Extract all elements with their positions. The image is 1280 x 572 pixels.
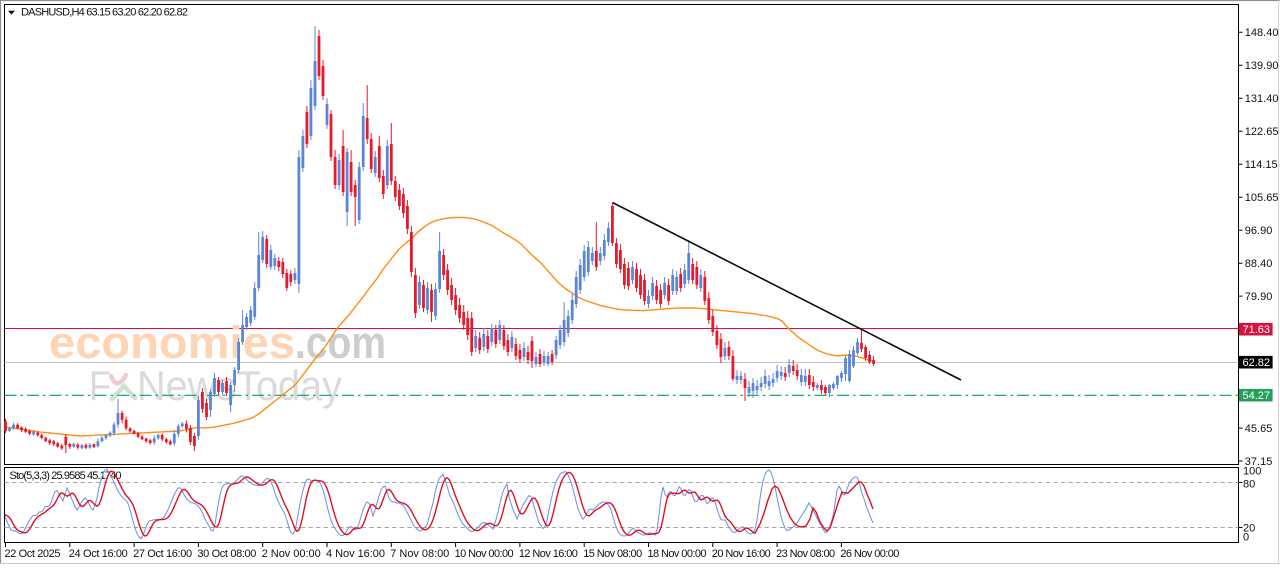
svg-text:15 Nov 08:00: 15 Nov 08:00 xyxy=(583,548,642,560)
svg-text:7 Nov 08:00: 7 Nov 08:00 xyxy=(390,548,449,560)
svg-text:80: 80 xyxy=(1243,478,1255,490)
svg-text:71.63: 71.63 xyxy=(1243,324,1271,336)
svg-text:12 Nov 16:00: 12 Nov 16:00 xyxy=(519,548,578,560)
svg-text:20 Nov 16:00: 20 Nov 16:00 xyxy=(712,548,771,560)
svg-text:37.15: 37.15 xyxy=(1245,456,1273,468)
svg-text:10 Nov 00:00: 10 Nov 00:00 xyxy=(455,548,514,560)
svg-text:DASHUSD,H4 63.15 63.20 62.20: DASHUSD,H4 63.15 63.20 62.20 62.82 xyxy=(21,6,188,18)
svg-text:2 Nov 00:00: 2 Nov 00:00 xyxy=(262,548,321,560)
svg-text:20: 20 xyxy=(1243,523,1255,535)
svg-text:45.65: 45.65 xyxy=(1245,423,1273,435)
svg-text:139.90: 139.90 xyxy=(1245,60,1279,72)
svg-text:24 Oct 16:00: 24 Oct 16:00 xyxy=(69,548,128,560)
svg-text:F: F xyxy=(89,362,111,409)
svg-text:26 Nov 00:00: 26 Nov 00:00 xyxy=(840,548,899,560)
svg-text:27 Oct 16:00: 27 Oct 16:00 xyxy=(133,548,192,560)
svg-text:88.40: 88.40 xyxy=(1245,258,1273,270)
svg-text:131.40: 131.40 xyxy=(1245,93,1279,105)
svg-text:4 Nov 16:00: 4 Nov 16:00 xyxy=(326,548,385,560)
svg-text:148.40: 148.40 xyxy=(1245,27,1279,39)
svg-text:economies: economies xyxy=(49,317,295,368)
svg-text:100: 100 xyxy=(1243,466,1261,478)
svg-text:122.65: 122.65 xyxy=(1245,126,1279,138)
svg-text:23 Nov 08:00: 23 Nov 08:00 xyxy=(776,548,835,560)
svg-text:114.15: 114.15 xyxy=(1245,159,1278,171)
svg-text:105.65: 105.65 xyxy=(1245,192,1279,204)
svg-text:Sto(5,3,3) 25.9585 45.1740: Sto(5,3,3) 25.9585 45.1740 xyxy=(10,470,122,482)
svg-text:62.82: 62.82 xyxy=(1243,357,1271,369)
svg-text:22 Oct 2025: 22 Oct 2025 xyxy=(5,548,61,560)
svg-text:30 Oct 08:00: 30 Oct 08:00 xyxy=(197,548,256,560)
svg-text:79.90: 79.90 xyxy=(1245,291,1273,303)
svg-text:0: 0 xyxy=(1243,532,1249,544)
svg-text:96.90: 96.90 xyxy=(1245,225,1273,237)
svg-text:18 Nov 00:00: 18 Nov 00:00 xyxy=(648,548,707,560)
svg-text:54.27: 54.27 xyxy=(1243,390,1271,402)
